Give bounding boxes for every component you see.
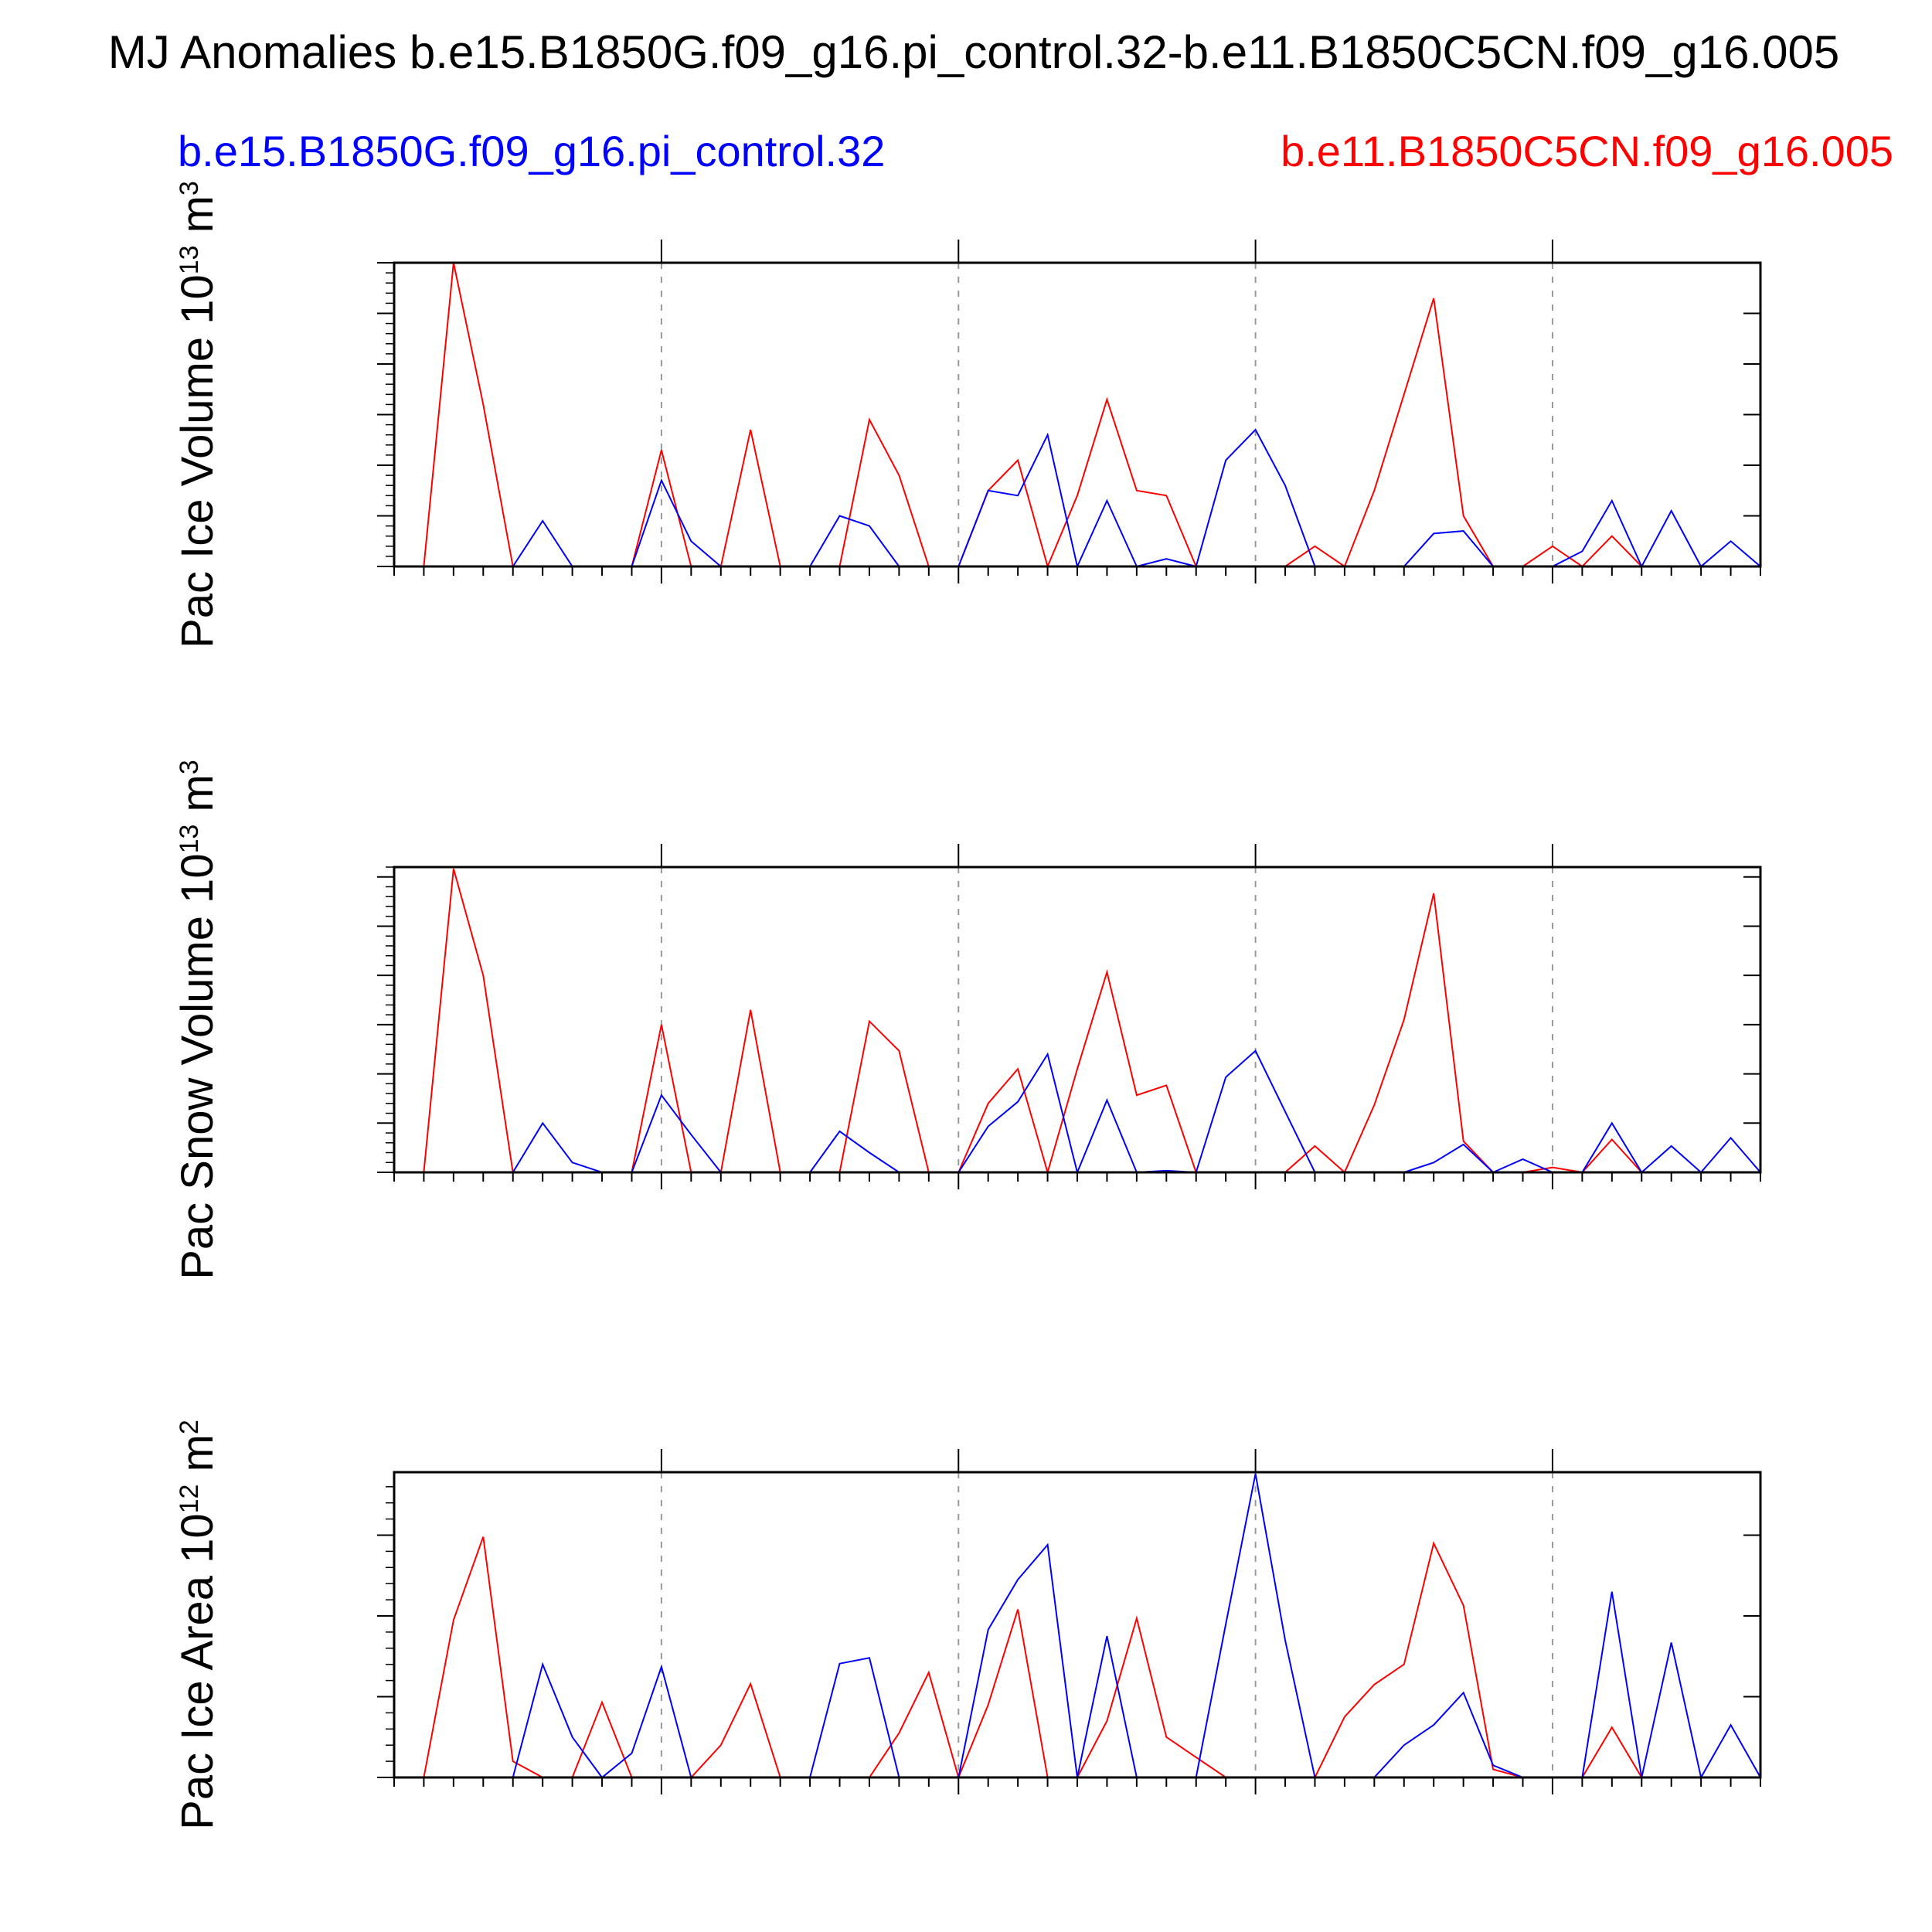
chart-panel-3: Pac Ice Area 1012 m2 (172, 1420, 1762, 1830)
chart-panel-2: Pac Snow Volume 1013 m3 (172, 760, 1762, 1280)
y-axis-label-part: m (172, 196, 223, 245)
y-axis-label-part: m (172, 1434, 223, 1484)
y-axis-label-superscript: 12 (175, 1485, 204, 1514)
main-title: MJ Anomalies b.e15.B1850G.f09_g16.pi_con… (108, 26, 1839, 78)
y-axis-label-part: m (172, 774, 223, 824)
plot-frame (393, 1471, 1762, 1779)
y-axis-label-part: Pac Ice Volume 10 (172, 274, 223, 648)
chart-panel-1: Pac Ice Volume 1013 m3 (172, 181, 1762, 648)
series-line-blue (394, 428, 1761, 570)
y-axis-label-part: Pac Snow Volume 10 (172, 853, 223, 1279)
y-axis-label-superscript: 3 (175, 181, 204, 196)
series-line-red (423, 1536, 1760, 1781)
y-axis-label: Pac Ice Volume 1013 m3 (172, 181, 223, 648)
y-axis-label: Pac Ice Area 1012 m2 (172, 1420, 223, 1830)
legend-top-blue-label: b.e15.B1850G.f09_g16.pi_control.32 (178, 127, 885, 175)
series-line-red (423, 868, 1760, 1175)
y-axis-label-superscript: 3 (175, 760, 204, 774)
y-axis-label-superscript: 13 (175, 825, 204, 854)
y-axis-label-part: Pac Ice Area 10 (172, 1513, 223, 1829)
series-line-blue (394, 1473, 1761, 1780)
y-axis-label-superscript: 13 (175, 245, 204, 274)
plot-frame (393, 261, 1762, 568)
y-axis-label: Pac Snow Volume 1013 m3 (172, 760, 223, 1280)
series-line-red (423, 262, 1760, 570)
legend-top-red-label: b.e11.B1850C5CN.f09_g16.005 (1281, 127, 1893, 175)
plot-frame (393, 866, 1762, 1174)
y-axis-label-superscript: 2 (175, 1420, 204, 1434)
